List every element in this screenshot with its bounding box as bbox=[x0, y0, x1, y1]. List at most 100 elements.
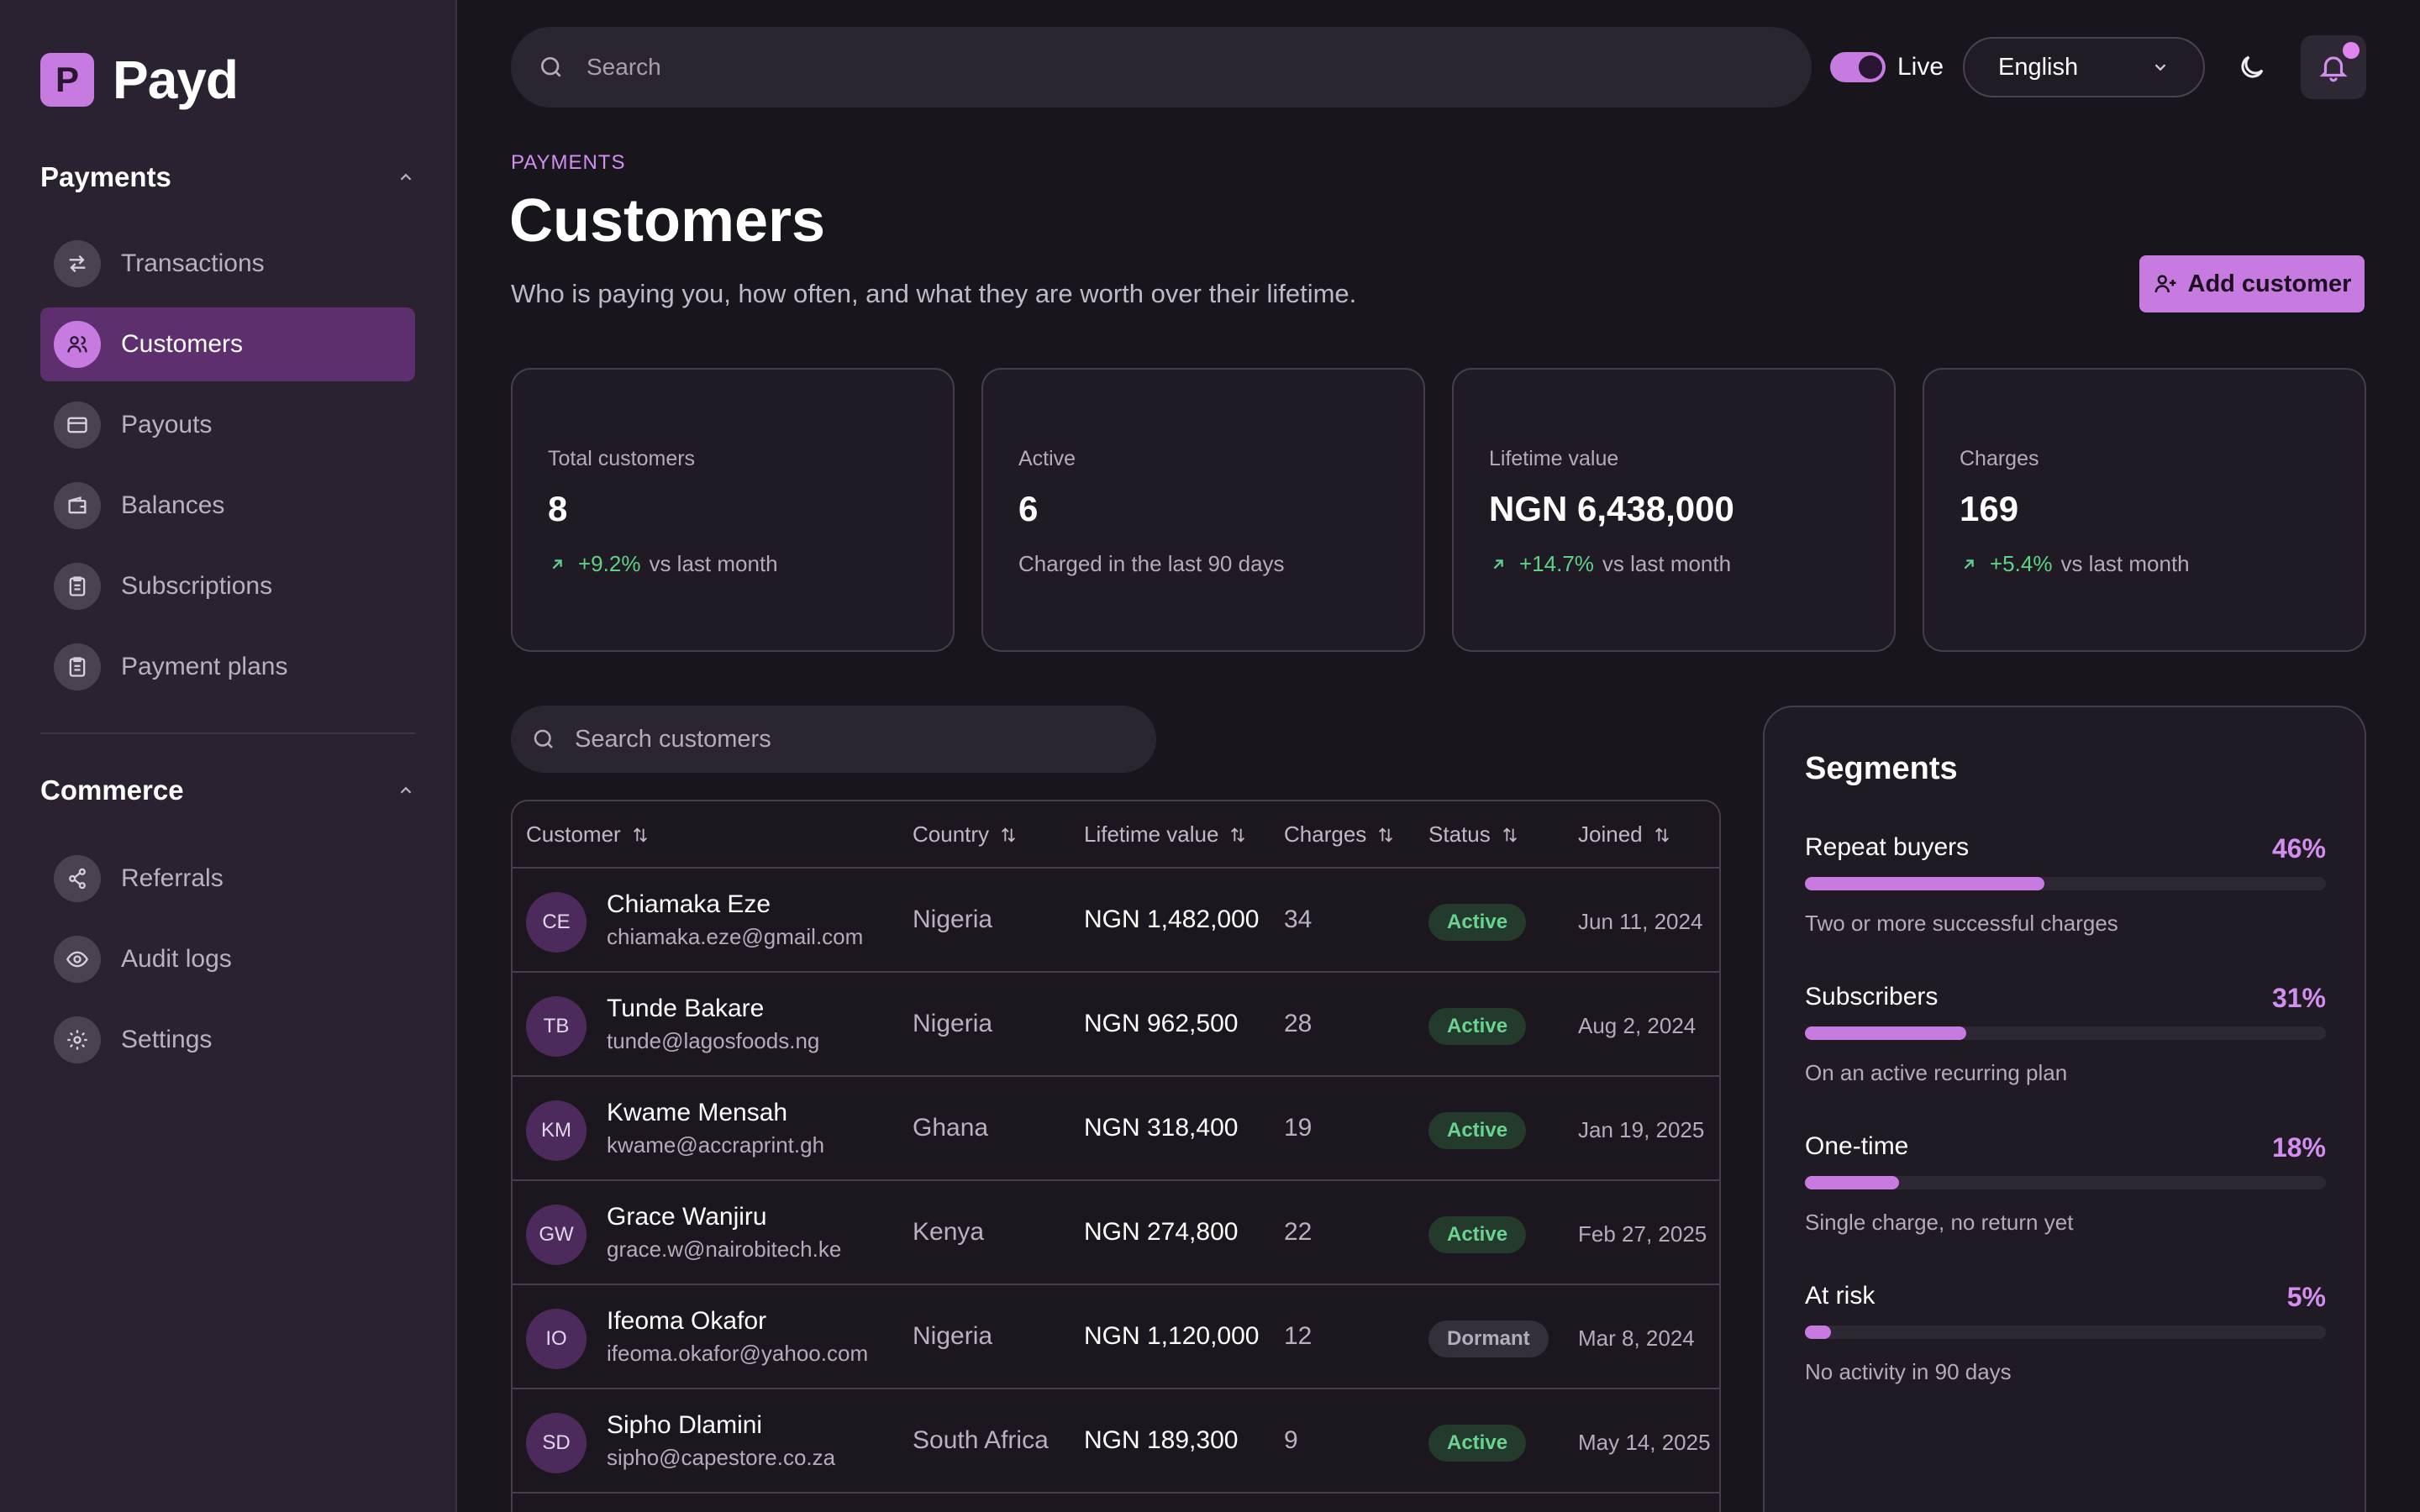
chevron-down-icon bbox=[2154, 64, 2166, 71]
users-icon bbox=[54, 321, 101, 368]
breadcrumb[interactable]: PAYMENTS bbox=[511, 151, 626, 174]
commerce-section-title: Commerce bbox=[40, 774, 184, 806]
segment-label: One-time bbox=[1805, 1132, 1909, 1160]
stat-delta: +14.7% vs last month bbox=[1489, 551, 1731, 577]
customer-joined: Jun 11, 2024 bbox=[1578, 909, 1703, 934]
customer-email: ifeoma.okafor@yahoo.com bbox=[607, 1341, 869, 1366]
customer-name[interactable]: Tunde Bakare bbox=[607, 995, 765, 1022]
sidebar-item-label: Referrals bbox=[121, 864, 224, 892]
column-header-charges[interactable]: Charges bbox=[1284, 822, 1395, 848]
segment-progress-track bbox=[1805, 1176, 2326, 1189]
user-plus-icon bbox=[2154, 275, 2175, 293]
logo[interactable]: P Payd bbox=[40, 49, 239, 111]
share-icon bbox=[54, 855, 101, 902]
avatar: IO bbox=[526, 1309, 587, 1369]
segment-description: Two or more successful charges bbox=[1805, 911, 2118, 936]
language-value: English bbox=[1998, 53, 2079, 81]
add-customer-button[interactable]: Add customer bbox=[2139, 255, 2365, 312]
sidebar-item-referrals[interactable]: Referrals bbox=[40, 842, 415, 916]
customer-name[interactable]: Kwame Mensah bbox=[607, 1099, 788, 1126]
sidebar-item-payment-plans[interactable]: Payment plans bbox=[40, 630, 415, 704]
customer-name[interactable]: Sipho Dlamini bbox=[607, 1411, 763, 1439]
segment-progress-track bbox=[1805, 1026, 2326, 1040]
customer-charges: 22 bbox=[1284, 1218, 1313, 1246]
commerce-section-toggle[interactable]: Commerce bbox=[40, 769, 415, 811]
table-row[interactable]: TB Tunde Bakare tunde@lagosfoods.ng Nige… bbox=[513, 973, 1719, 1077]
column-header-customer[interactable]: Customer bbox=[526, 822, 650, 848]
customer-email: kwame@accraprint.gh bbox=[607, 1132, 825, 1158]
logo-mark: P bbox=[40, 53, 94, 107]
live-mode-toggle[interactable] bbox=[1830, 52, 1886, 82]
customer-name[interactable]: Ifeoma Okafor bbox=[607, 1307, 767, 1335]
status-badge: Dormant bbox=[1428, 1320, 1549, 1357]
sidebar-item-label: Transactions bbox=[121, 249, 265, 277]
language-select[interactable]: English bbox=[1963, 37, 2205, 97]
segment-progress-track bbox=[1805, 877, 2326, 890]
add-customer-label: Add customer bbox=[2187, 270, 2352, 297]
payments-section-toggle[interactable]: Payments bbox=[40, 156, 415, 198]
table-row[interactable]: CE Chiamaka Eze chiamaka.eze@gmail.com N… bbox=[513, 869, 1719, 973]
table-row[interactable]: IO Ifeoma Okafor ifeoma.okafor@yahoo.com… bbox=[513, 1285, 1719, 1389]
customer-charges: 34 bbox=[1284, 906, 1313, 933]
sidebar: P Payd Payments Transactions Customers P… bbox=[0, 0, 457, 1512]
customer-joined: Jan 19, 2025 bbox=[1578, 1117, 1705, 1142]
column-header-label: Customer bbox=[526, 822, 621, 847]
table-row[interactable]: KM Kwame Mensah kwame@accraprint.gh Ghan… bbox=[513, 1077, 1719, 1181]
segments-panel: Segments Repeat buyers 46% Two or more s… bbox=[1763, 706, 2366, 1512]
clipboard-icon bbox=[54, 643, 101, 690]
customer-country: Kenya bbox=[913, 1218, 985, 1246]
segment-progress-fill bbox=[1805, 1176, 1899, 1189]
bell-icon bbox=[2319, 56, 2348, 82]
customer-search-placeholder: Search customers bbox=[575, 725, 771, 753]
arrow-up-right-icon bbox=[1493, 559, 1503, 569]
stat-value: 6 bbox=[1018, 489, 1039, 528]
customer-charges: 19 bbox=[1284, 1114, 1313, 1142]
sidebar-item-payouts[interactable]: Payouts bbox=[40, 388, 415, 462]
sidebar-item-transactions[interactable]: Transactions bbox=[40, 227, 415, 301]
stat-delta-value: +14.7% bbox=[1519, 551, 1594, 576]
column-header-lifetime-value[interactable]: Lifetime value bbox=[1084, 822, 1247, 848]
column-header-status[interactable]: Status bbox=[1428, 822, 1519, 848]
customer-country: Nigeria bbox=[913, 1322, 993, 1350]
stat-delta: Charged in the last 90 days bbox=[1018, 551, 1285, 577]
stat-delta: +9.2% vs last month bbox=[548, 551, 778, 577]
customer-lifetime-value: NGN 189,300 bbox=[1084, 1426, 1239, 1454]
global-search-input[interactable]: Search bbox=[511, 27, 1812, 108]
segment-description: Single charge, no return yet bbox=[1805, 1210, 2074, 1235]
customer-country: Ghana bbox=[913, 1114, 989, 1142]
stat-delta: +5.4% vs last month bbox=[1960, 551, 2190, 577]
status-badge: Active bbox=[1428, 1425, 1527, 1462]
page-title: Customers bbox=[509, 187, 826, 255]
stat-value: 169 bbox=[1960, 489, 2019, 528]
sidebar-item-label: Settings bbox=[121, 1026, 213, 1053]
sidebar-item-balances[interactable]: Balances bbox=[40, 469, 415, 543]
sidebar-item-settings[interactable]: Settings bbox=[40, 1003, 415, 1077]
segment-percent: 31% bbox=[2271, 983, 2326, 1013]
sidebar-item-customers[interactable]: Customers bbox=[40, 307, 415, 381]
sidebar-item-audit-logs[interactable]: Audit logs bbox=[40, 922, 415, 996]
customers-table: Customer Country Lifetime value Charges … bbox=[511, 800, 1721, 1512]
status-badge: Active bbox=[1428, 1112, 1527, 1149]
customer-name[interactable]: Grace Wanjiru bbox=[607, 1203, 767, 1231]
stat-delta-note: Charged in the last 90 days bbox=[1018, 551, 1285, 576]
sort-icon bbox=[633, 827, 647, 843]
table-row[interactable]: GW Grace Wanjiru grace.w@nairobitech.ke … bbox=[513, 1181, 1719, 1285]
customer-charges: 28 bbox=[1284, 1010, 1313, 1037]
sidebar-item-subscriptions[interactable]: Subscriptions bbox=[40, 549, 415, 623]
column-header-label: Joined bbox=[1578, 822, 1643, 847]
column-header-joined[interactable]: Joined bbox=[1578, 822, 1671, 848]
moon-icon[interactable] bbox=[2237, 52, 2267, 82]
column-header-country[interactable]: Country bbox=[913, 822, 1018, 848]
sort-icon bbox=[1379, 827, 1393, 843]
customer-name[interactable]: Chiamaka Eze bbox=[607, 890, 771, 918]
stat-delta-note: vs last month bbox=[1602, 551, 1732, 576]
status-badge: Active bbox=[1428, 1216, 1527, 1253]
stat-card-lifetime-value: Lifetime value NGN 6,438,000 +14.7% vs l… bbox=[1452, 368, 1896, 652]
customer-charges: 9 bbox=[1284, 1426, 1298, 1454]
customer-search-input[interactable]: Search customers bbox=[511, 706, 1156, 773]
table-row[interactable]: SD Sipho Dlamini sipho@capestore.co.za S… bbox=[513, 1389, 1719, 1494]
stat-value: NGN 6,438,000 bbox=[1489, 489, 1734, 528]
customer-country: South Africa bbox=[913, 1426, 1049, 1454]
status-badge: Active bbox=[1428, 1008, 1527, 1045]
customer-email: sipho@capestore.co.za bbox=[607, 1445, 836, 1470]
